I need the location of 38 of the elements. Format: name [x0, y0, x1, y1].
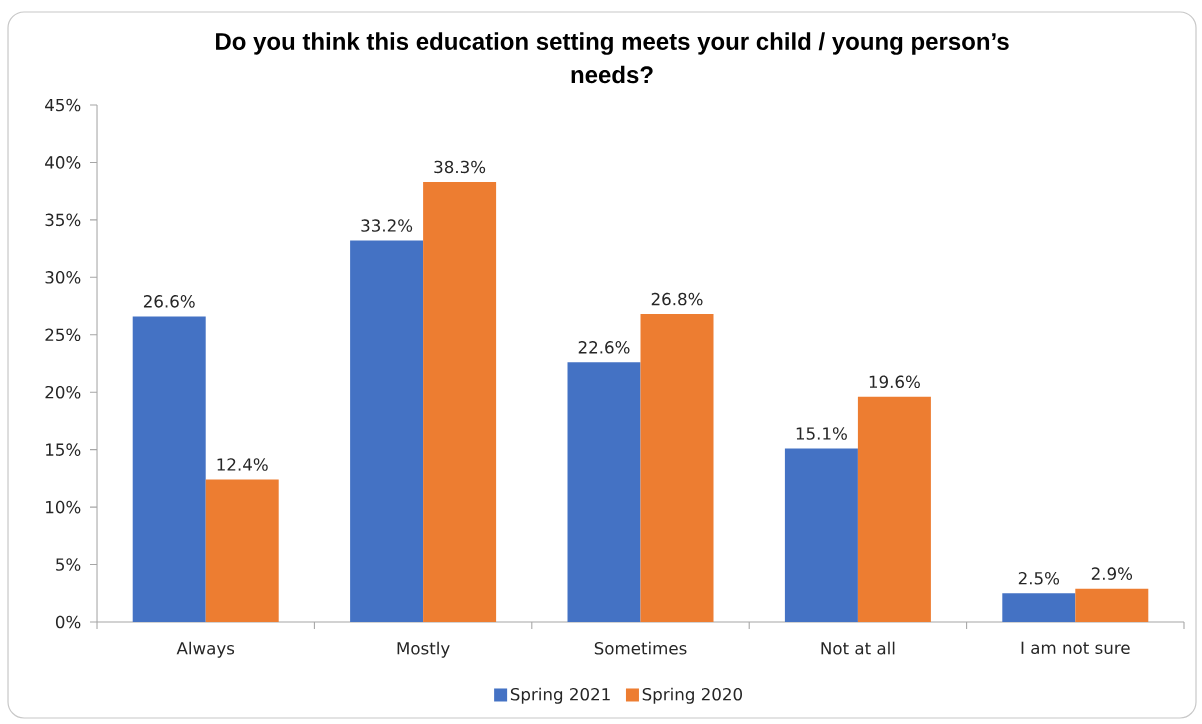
data-label: 15.1% [796, 427, 847, 440]
data-label: 12.4% [217, 458, 268, 471]
bar [132, 316, 206, 622]
data-label: 33.2% [361, 219, 413, 232]
bar [1075, 588, 1149, 622]
bar [423, 181, 497, 622]
legend-label: Spring 2020 [642, 687, 742, 704]
data-label: 2.5% [1018, 571, 1060, 585]
bar [857, 396, 931, 622]
y-tick-label: 5% [56, 558, 81, 571]
data-label: 19.6% [869, 375, 920, 389]
data-label: 2.9% [1091, 567, 1133, 580]
data-label: 26.8% [651, 292, 703, 306]
data-label: 26.6% [143, 295, 195, 308]
data-label: 38.3% [434, 160, 486, 174]
chart-title: Do you think this education setting meets your child / young person’s needs? [216, 32, 1009, 84]
y-tick-label: 45% [45, 98, 81, 112]
y-tick-label: 20% [45, 385, 81, 399]
x-tick-label: Sometimes [594, 641, 687, 655]
y-tick-label: 35% [45, 213, 81, 227]
bar [350, 240, 424, 622]
y-tick-label: 30% [45, 271, 81, 284]
x-tick-label: I am not sure [1021, 641, 1130, 655]
y-tick-label: 40% [45, 156, 81, 169]
x-tick-label: Always [176, 641, 235, 658]
y-tick-label: 25% [45, 328, 81, 342]
legend-label: Spring 2021 [510, 687, 610, 704]
data-label: 22.6% [578, 341, 630, 354]
bar [567, 362, 641, 622]
x-tick-label: Not at all [821, 641, 895, 655]
y-tick-label: 0% [55, 615, 81, 629]
bar [205, 479, 279, 622]
x-tick-label: Mostly [397, 641, 450, 658]
bar [1002, 593, 1076, 622]
bar [784, 448, 858, 622]
y-tick-label: 10% [46, 500, 81, 514]
bar [640, 314, 714, 622]
y-tick-label: 15% [46, 443, 81, 456]
